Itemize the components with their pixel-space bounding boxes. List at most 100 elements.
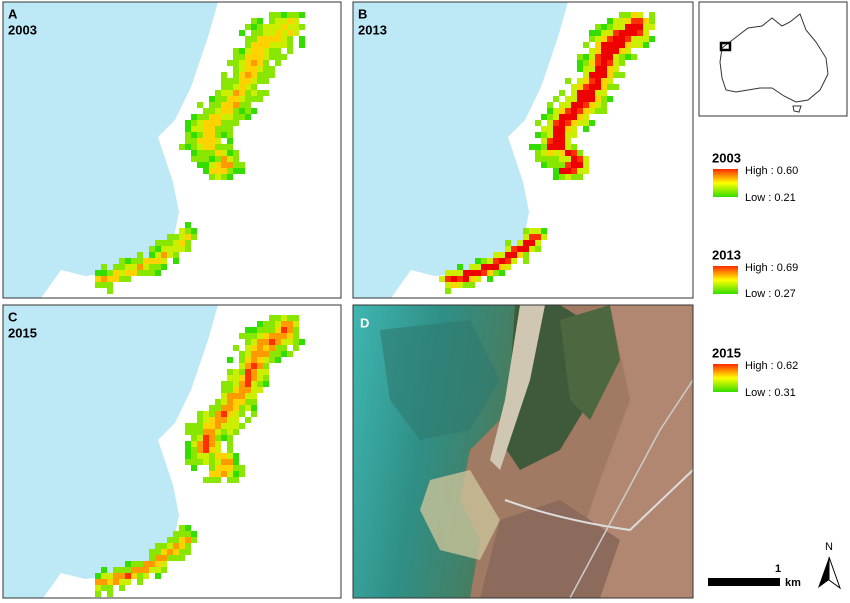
heat-cell: [161, 555, 167, 561]
heat-cell: [233, 114, 239, 120]
heat-cell: [161, 246, 167, 252]
heat-cell: [589, 30, 595, 36]
heat-cell: [191, 150, 197, 156]
heat-cell: [631, 30, 637, 36]
heat-cell: [185, 138, 191, 144]
heat-cell: [251, 54, 257, 60]
heat-cell: [143, 270, 149, 276]
heat-cell: [257, 36, 263, 42]
heat-cell: [197, 417, 203, 423]
heat-cell: [185, 549, 191, 555]
heat-cell: [275, 333, 281, 339]
heat-cell: [257, 30, 263, 36]
heat-cell: [197, 126, 203, 132]
heat-cell: [637, 30, 643, 36]
heat-cell: [565, 156, 571, 162]
heat-cell: [197, 162, 203, 168]
heat-cell: [571, 120, 577, 126]
heat-cell: [583, 102, 589, 108]
heat-cell: [239, 411, 245, 417]
heat-cell: [251, 339, 257, 345]
heat-cell: [119, 270, 125, 276]
heat-cell: [275, 357, 281, 363]
heat-cell: [565, 150, 571, 156]
legend-2015: 2015 High : 0.62 Low : 0.31: [712, 345, 798, 398]
heat-cell: [185, 459, 191, 465]
heat-cell: [263, 48, 269, 54]
heat-cell: [227, 108, 233, 114]
heat-cell: [595, 54, 601, 60]
heat-cell: [553, 150, 559, 156]
heat-cell: [227, 357, 233, 363]
heat-cell: [583, 78, 589, 84]
heat-cell: [445, 288, 451, 294]
heat-cell: [529, 228, 535, 234]
heat-cell: [221, 126, 227, 132]
heat-cell: [251, 18, 257, 24]
heat-cell: [589, 36, 595, 42]
heat-cell: [601, 24, 607, 30]
heat-cell: [541, 150, 547, 156]
heat-cell: [553, 114, 559, 120]
heat-cell: [607, 48, 613, 54]
heat-cell: [263, 78, 269, 84]
heat-cell: [215, 405, 221, 411]
heat-cell: [257, 42, 263, 48]
heat-cell: [583, 168, 589, 174]
heat-cell: [185, 537, 191, 543]
heat-cell: [631, 12, 637, 18]
heat-cell: [481, 258, 487, 264]
heat-cell: [209, 126, 215, 132]
heat-cell: [529, 240, 535, 246]
heat-cell: [95, 591, 101, 597]
heat-cell: [251, 405, 257, 411]
heat-cell: [281, 321, 287, 327]
legend-2013: 2013 High : 0.69 Low : 0.27: [712, 247, 798, 299]
heat-cell: [269, 66, 275, 72]
heat-cell: [143, 258, 149, 264]
heat-cell: [251, 411, 257, 417]
heat-cell: [215, 138, 221, 144]
heat-cell: [179, 531, 185, 537]
heat-cell: [445, 276, 451, 282]
heat-cell: [191, 228, 197, 234]
heat-cell: [167, 252, 173, 258]
heat-cell: [113, 270, 119, 276]
heat-cell: [523, 240, 529, 246]
heat-cell: [613, 72, 619, 78]
heat-cell: [131, 573, 137, 579]
heat-cell: [535, 144, 541, 150]
heat-cell: [227, 423, 233, 429]
heat-cell: [601, 66, 607, 72]
heat-cell: [239, 54, 245, 60]
heat-cell: [209, 174, 215, 180]
heat-cell: [257, 48, 263, 54]
heat-cell: [281, 345, 287, 351]
heat-cell: [245, 399, 251, 405]
heat-cell: [275, 339, 281, 345]
heat-cell: [167, 555, 173, 561]
map-panel: [3, 305, 341, 598]
heat-cell: [227, 417, 233, 423]
heat-cell: [547, 162, 553, 168]
heat-cell: [565, 114, 571, 120]
heat-cell: [619, 60, 625, 66]
heat-cell: [173, 549, 179, 555]
heat-cell: [209, 447, 215, 453]
heat-cell: [631, 54, 637, 60]
heat-cell: [607, 54, 613, 60]
scale-label: 1: [775, 563, 781, 575]
heat-cell: [113, 579, 119, 585]
heat-cell: [595, 102, 601, 108]
heat-cell: [251, 108, 257, 114]
heat-cell: [469, 282, 475, 288]
heat-cell: [269, 30, 275, 36]
heat-cell: [155, 240, 161, 246]
heat-cell: [119, 579, 125, 585]
heat-cell: [559, 174, 565, 180]
heat-cell: [607, 96, 613, 102]
panel-label: D: [360, 315, 369, 330]
heat-cell: [137, 573, 143, 579]
heat-cell: [541, 156, 547, 162]
heat-cell: [257, 90, 263, 96]
